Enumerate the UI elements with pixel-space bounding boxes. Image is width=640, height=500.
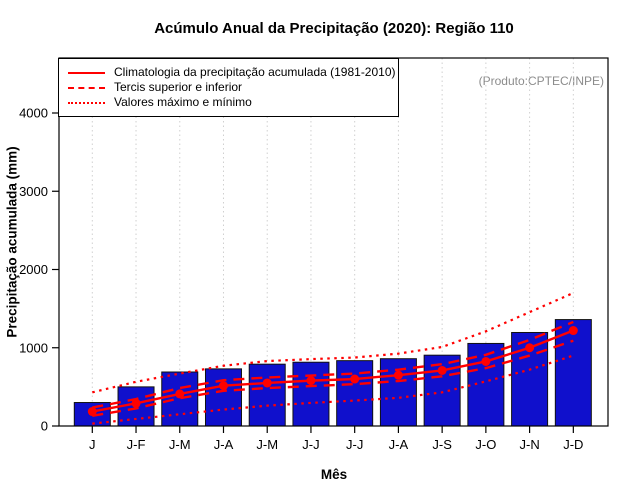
x-tick-label: J-A: [214, 437, 234, 452]
y-tick-label: 0: [41, 419, 48, 434]
legend-entry-max-min: Valores máximo e mínimo: [68, 95, 390, 110]
series-climatologia-point-J-S: [437, 365, 447, 375]
legend-label: Climatologia da precipitação acumulada (…: [114, 65, 396, 79]
x-tick-label: J-J: [346, 437, 363, 452]
solid-line-sample-icon: [68, 71, 105, 74]
dotted-line-sample-icon: [68, 101, 105, 104]
legend-entry-climatology: Climatologia da precipitação acumulada (…: [68, 65, 396, 80]
x-tick-label: J-S: [432, 437, 452, 452]
x-tick-label: J-M: [169, 437, 191, 452]
x-tick-label: J: [89, 437, 96, 452]
y-tick-label: 3000: [19, 184, 48, 199]
bar-J-J: [292, 361, 330, 427]
series-climatologia-point-J-A: [218, 381, 228, 391]
series-climatologia-line: [92, 329, 574, 413]
bar-J-S: [423, 354, 461, 427]
series-climatologia-point-J-A: [393, 370, 403, 380]
y-tick-label: 2000: [19, 262, 48, 277]
x-tick-label: J-M: [256, 437, 278, 452]
legend-box: Climatologia da precipitação acumulada (…: [58, 58, 399, 117]
series-climatologia-point-J-N: [525, 343, 535, 353]
series-climatologia-point-J-D: [568, 326, 578, 336]
bar-J-J: [336, 360, 374, 427]
series-climatologia-point-J: [87, 407, 97, 417]
y-tick-label: 1000: [19, 340, 48, 355]
chart-title: Acúmulo Anual da Precipitação (2020): Re…: [154, 20, 514, 37]
bar-J-A: [204, 368, 242, 427]
x-tick-label: J-J: [302, 437, 319, 452]
series-tercil-superior-line: [92, 320, 574, 409]
series-climatologia-point-J-O: [481, 356, 491, 366]
series-climatologia-point-J-F: [131, 398, 141, 408]
series-climatologia-point-J-J: [350, 374, 360, 384]
bar-J-M: [161, 371, 199, 427]
bar-J-D: [554, 319, 592, 427]
legend-label: Tercis superior e inferior: [114, 80, 243, 94]
bar-J-M: [248, 363, 286, 427]
legend-entry-terciles: Tercis superior e inferior: [68, 80, 390, 95]
legend-label: Valores máximo e mínimo: [114, 95, 252, 109]
x-tick-label: J-A: [389, 437, 409, 452]
series-tercil-inferior-line: [92, 339, 574, 418]
x-tick-label: J-D: [563, 437, 583, 452]
series-valor-maximo-line: [92, 291, 574, 394]
series-climatologia-point-J-M: [262, 378, 272, 388]
x-axis-label: Mês: [320, 467, 348, 482]
y-tick-label: 4000: [19, 106, 48, 121]
series-climatologia-point-J-J: [306, 376, 316, 386]
series-climatologia-point-J-M: [175, 389, 185, 399]
product-annotation: (Produto:CPTEC/INPE): [478, 74, 604, 88]
x-tick-label: J-F: [127, 437, 146, 452]
dashed-line-sample-icon: [68, 86, 105, 89]
x-tick-label: J-N: [519, 437, 539, 452]
x-tick-label: J-O: [475, 437, 496, 452]
